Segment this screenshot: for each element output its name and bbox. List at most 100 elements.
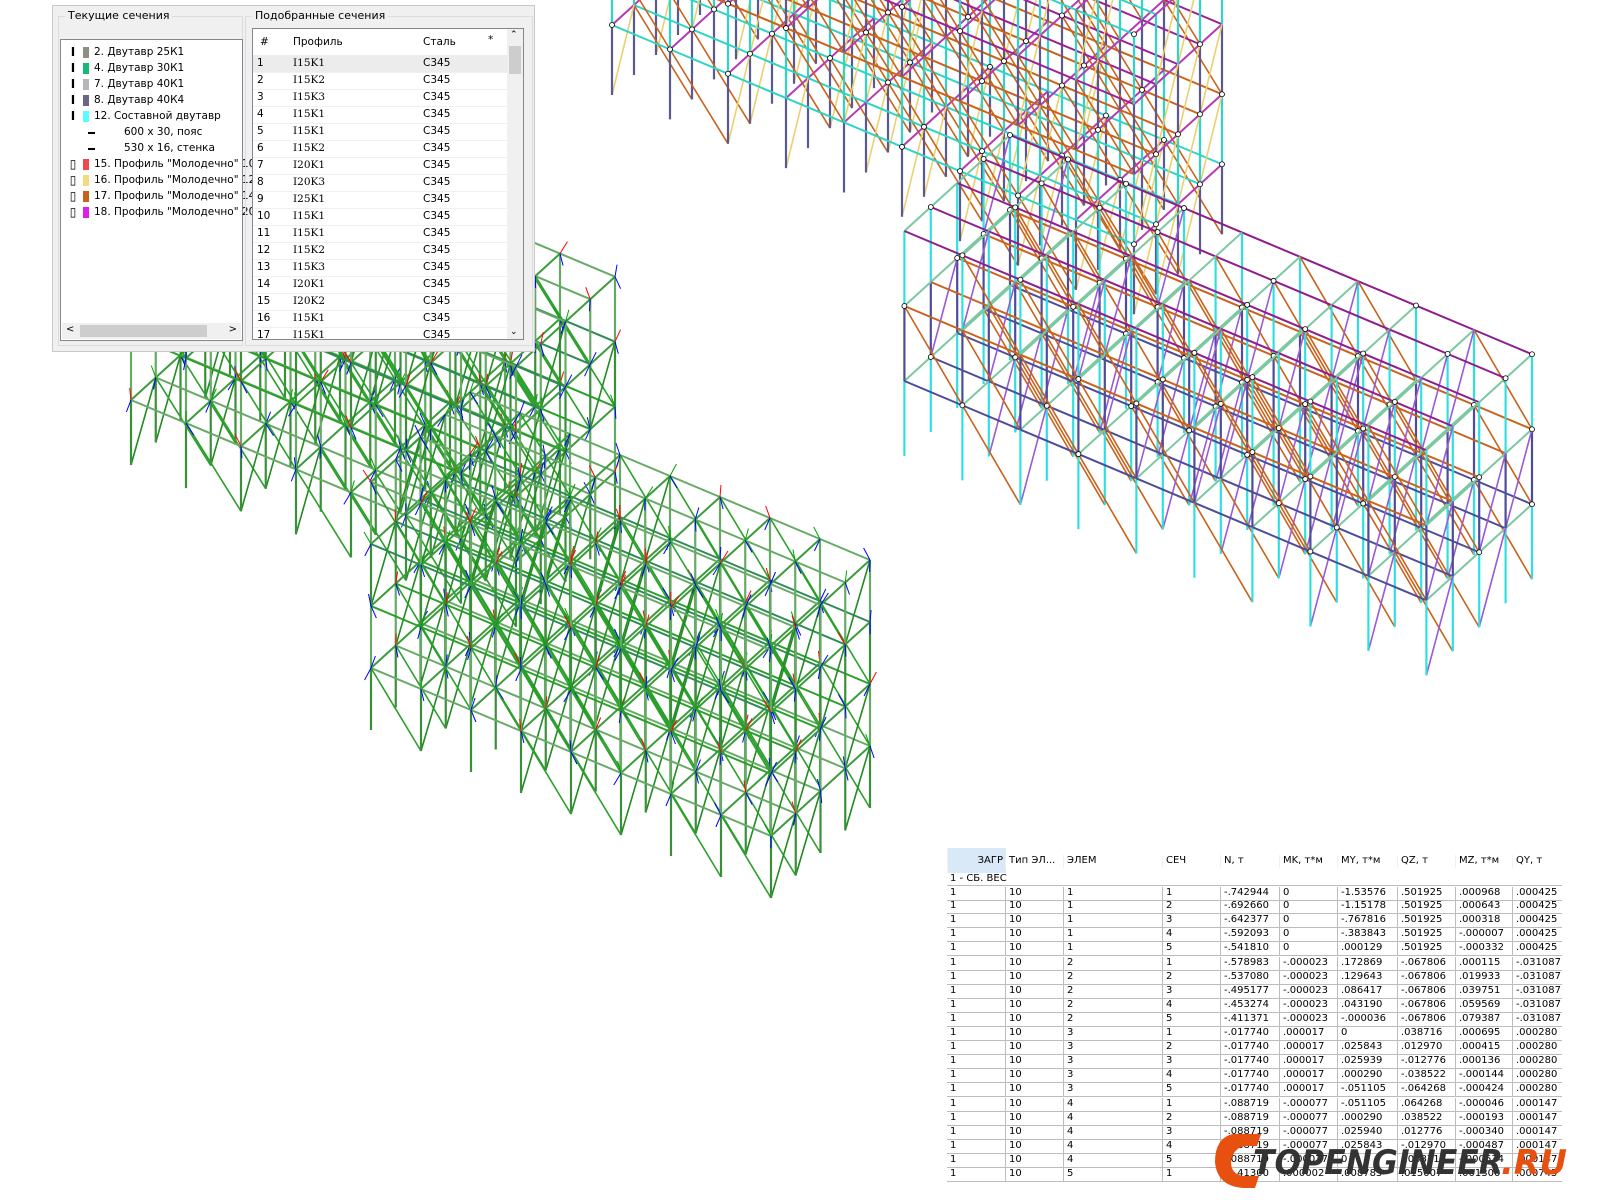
frame-member xyxy=(719,546,722,560)
column-header[interactable]: ЭЛЕМ xyxy=(1063,855,1096,868)
table-row[interactable]: 4 I15K1 C345 xyxy=(253,106,507,124)
frame-member xyxy=(595,706,622,731)
section-item[interactable]: I 4. Двутавр 30К1 xyxy=(67,60,184,76)
table-row[interactable]: 7 I20K1 C345 xyxy=(253,157,507,175)
table-row[interactable]: 1 10 3 2 -.017740.000017.025843.012970.00041… xyxy=(947,1040,1562,1056)
table-row[interactable]: 1 10 2 2 -.537080 -.000023.129643 -.067806.019… xyxy=(947,970,1562,985)
scroll-thumb[interactable] xyxy=(80,325,207,337)
row-number: 11 xyxy=(257,227,271,239)
table-row[interactable]: 1 10 1 5 -.541810 0.000129.501925 -.000332.000… xyxy=(947,941,1562,957)
section-item[interactable]: I 8. Двутавр 40К4 xyxy=(67,92,184,108)
section-item[interactable]: ▯ 17. Профиль "Молодечно" 14 xyxy=(67,188,256,204)
column-header[interactable]: N, т xyxy=(1220,855,1244,868)
column-header[interactable]: MZ, т*м xyxy=(1455,855,1499,868)
frame-member xyxy=(1188,429,1248,456)
current-sections-list[interactable]: < > I 2. Двутавр 25К1 I 4. Двутавр 30К1 I 7. … xyxy=(60,39,255,341)
table-row[interactable]: 16 I15K1 C345 xyxy=(253,310,507,328)
frame-member xyxy=(595,717,602,730)
section-item[interactable]: ▯ 15. Профиль "Молодечно" 10 xyxy=(67,156,256,172)
frame-member xyxy=(766,637,772,651)
table-cell: .000147 xyxy=(1512,1139,1557,1153)
frame-member xyxy=(570,728,597,753)
frame-member xyxy=(430,362,487,388)
frame-member xyxy=(234,433,242,447)
column-header-profile[interactable]: Профиль xyxy=(293,36,343,48)
table-row[interactable]: 10 I15K1 C345 xyxy=(253,208,507,226)
frame-member xyxy=(764,583,771,597)
table-row[interactable]: 14 I20K1 C345 xyxy=(253,276,507,294)
frame-member xyxy=(470,562,497,587)
section-item[interactable]: 530 x 16, стенка xyxy=(79,140,215,156)
horizontal-scrollbar[interactable]: < > xyxy=(62,323,241,339)
table-row[interactable]: 13 I15K3 C345 xyxy=(253,259,507,277)
section-item[interactable]: ▯ 16. Профиль "Молодечно" 12 xyxy=(67,172,256,188)
frame-member xyxy=(694,496,721,521)
section-item[interactable]: ▯ 18. Профиль "Молодечно" 20 xyxy=(67,204,256,220)
table-row[interactable]: 1 10 5 1 -1.41300.000002.008785.015007.00130… xyxy=(947,1167,1562,1182)
table-row[interactable]: 1 10 2 5 -.411371 -.000023 -.000036 -.067806.07… xyxy=(947,1012,1562,1027)
section-item[interactable]: I 12. Составной двутавр xyxy=(67,108,221,124)
vertical-scrollbar[interactable]: ⌃ ⌄ xyxy=(507,29,523,339)
table-row[interactable]: 3 I15K3 C345 xyxy=(253,89,507,107)
column-header[interactable]: QZ, т xyxy=(1397,855,1428,868)
table-row[interactable]: 1 10 3 1 -.017740.000017 0.038716.000695.0002… xyxy=(947,1026,1562,1041)
table-row[interactable]: 12 I15K2 C345 xyxy=(253,242,507,260)
table-row[interactable]: 1 10 3 5 -.017740.000017 -.051105 -.064268 -.00… xyxy=(947,1082,1562,1098)
table-row[interactable]: 1 10 3 3 -.017740.000017.025939 -.012776.0001… xyxy=(947,1054,1562,1070)
scroll-right-icon[interactable]: > xyxy=(228,324,237,335)
table-row[interactable]: 17 I15K1 C345 xyxy=(253,327,507,339)
frame-member xyxy=(1278,352,1338,379)
table-row[interactable]: 1 I15K1 C345 xyxy=(253,55,507,73)
column-header-star[interactable]: * xyxy=(488,34,494,46)
column-header-number[interactable]: # xyxy=(260,36,269,48)
table-row[interactable]: 9 I25K1 C345 xyxy=(253,191,507,209)
column-header[interactable]: ЗАГР xyxy=(947,848,1006,873)
frame-member xyxy=(691,28,751,55)
column-header[interactable]: Тип ЭЛ... xyxy=(1005,855,1055,868)
table-row[interactable]: 6 I15K2 C345 xyxy=(253,140,507,158)
table-row[interactable]: 1 10 1 2 -.692660 0 -1.15178.501925.000643.000… xyxy=(947,899,1562,915)
frame-member xyxy=(1251,376,1312,477)
table-row[interactable]: 1 10 4 1 -.088719 -.000077 -.051105.064268 -.00… xyxy=(947,1097,1562,1112)
frame-member xyxy=(1130,231,1159,257)
table-row[interactable]: 5 I15K1 C345 xyxy=(253,123,507,141)
table-row[interactable]: 1 10 2 1 -.578983 -.000023.172869 -.067806.000… xyxy=(947,956,1562,971)
column-header-steel[interactable]: Сталь xyxy=(423,36,456,48)
table-row[interactable]: 1 10 4 2 -.088719 -.000077.000290.038522 -.000… xyxy=(947,1111,1562,1126)
frame-member xyxy=(594,578,621,603)
frame-member xyxy=(695,748,722,773)
section-item[interactable]: 600 x 30, пояс xyxy=(79,124,202,140)
table-row[interactable]: 1 10 1 3 -.642377 0 -.767816.501925.000318.000… xyxy=(947,913,1562,929)
section-item[interactable]: I 2. Двутавр 25К1 xyxy=(67,44,184,60)
scroll-up-icon[interactable]: ⌃ xyxy=(510,30,518,40)
frame-member xyxy=(909,0,927,63)
scroll-down-icon[interactable]: ⌄ xyxy=(510,327,518,337)
table-row[interactable]: 15 I20K2 C345 xyxy=(253,293,507,311)
frame-member xyxy=(395,459,403,472)
scroll-left-icon[interactable]: < xyxy=(66,324,75,335)
column-header[interactable]: QY, т xyxy=(1512,855,1542,868)
scroll-thumb[interactable] xyxy=(509,46,521,74)
column-header[interactable]: СЕЧ xyxy=(1162,855,1186,868)
frame-member xyxy=(712,562,721,576)
table-row[interactable]: 1 10 3 4 -.017740.000017.000290 -.038522 -.000… xyxy=(947,1068,1562,1084)
column-header[interactable]: MK, т*м xyxy=(1279,855,1323,868)
frame-member xyxy=(952,0,983,13)
table-row[interactable]: 1 10 4 5 -.088719 -.000077 0 -.038716 -.000634.0… xyxy=(947,1153,1562,1168)
table-row[interactable]: 1 10 1 4 -.592093 0 -.383843.501925 -.000007.00… xyxy=(947,927,1562,943)
table-row[interactable]: 1 10 2 4 -.453274 -.000023.043190 -.067806.059… xyxy=(947,998,1562,1013)
frame-member xyxy=(1220,454,1248,555)
hinge-node xyxy=(907,59,913,66)
frame-member xyxy=(534,448,561,537)
table-row[interactable]: 8 I20K3 C345 xyxy=(253,174,507,192)
column-header[interactable]: MY, т*м xyxy=(1337,855,1380,868)
table-row[interactable]: 1 10 2 3 -.495177 -.000023.086417 -.067806.039… xyxy=(947,984,1562,999)
section-item[interactable]: I 7. Двутавр 40К1 xyxy=(67,76,184,92)
table-row[interactable]: 11 I15K1 C345 xyxy=(253,225,507,243)
table-row[interactable]: 2 I15K2 C345 xyxy=(253,72,507,90)
frame-member xyxy=(1394,400,1454,428)
frame-member xyxy=(520,645,547,670)
table-cell: .000425 xyxy=(1512,942,1557,956)
hinge-node xyxy=(1007,132,1013,138)
table-row[interactable]: 1 10 1 1 -.742944 0 -1.53576.501925.000968.000… xyxy=(947,885,1562,901)
